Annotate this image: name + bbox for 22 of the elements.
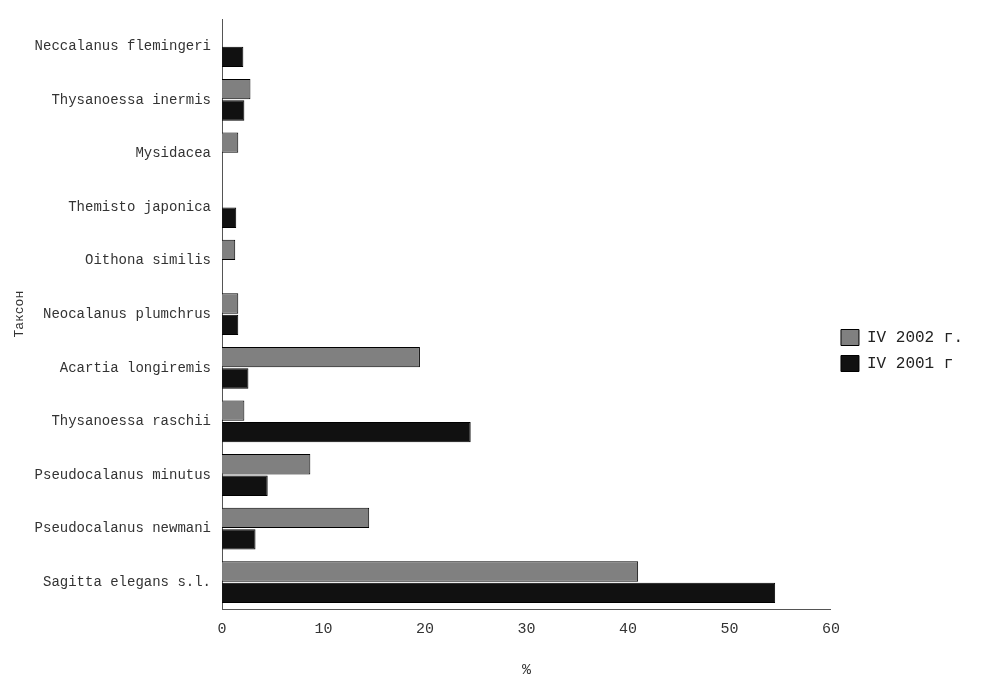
legend-label: IV 2001 г	[866, 354, 954, 373]
legend-label: IV 2002 г.	[866, 328, 963, 347]
y-tick-label: Neccalanus flemingeri	[34, 37, 212, 54]
y-tick-label: Sagitta elegans s.l.	[43, 573, 212, 590]
y-tick-label: Pseudocalanus minutus	[34, 466, 212, 483]
x-tick-label: 40	[618, 620, 638, 638]
x-tick-label: 50	[720, 620, 739, 638]
y-tick-label: Pseudocalanus newmani	[34, 520, 212, 537]
y-tick-label: Themisto japonica	[68, 198, 212, 215]
y-tick-label: Thysanoessa raschii	[51, 413, 212, 430]
x-tick-label: 10	[314, 620, 333, 638]
y-tick-label: Oithona similis	[85, 252, 212, 269]
x-tick-label: 30	[517, 620, 536, 638]
y-tick-label: Thysanoessa inermis	[51, 91, 212, 108]
y-tick-label: Mysidacea	[135, 145, 212, 162]
x-tick-label: 0	[217, 620, 227, 638]
x-axis-title: %	[522, 661, 532, 679]
x-tick-label: 60	[821, 620, 840, 638]
y-axis-title: Таксон	[12, 290, 28, 338]
y-tick-label: Acartia longiremis	[59, 359, 212, 376]
y-tick-label: Neocalanus plumchrus	[43, 305, 212, 322]
x-tick-label: 20	[416, 620, 435, 638]
